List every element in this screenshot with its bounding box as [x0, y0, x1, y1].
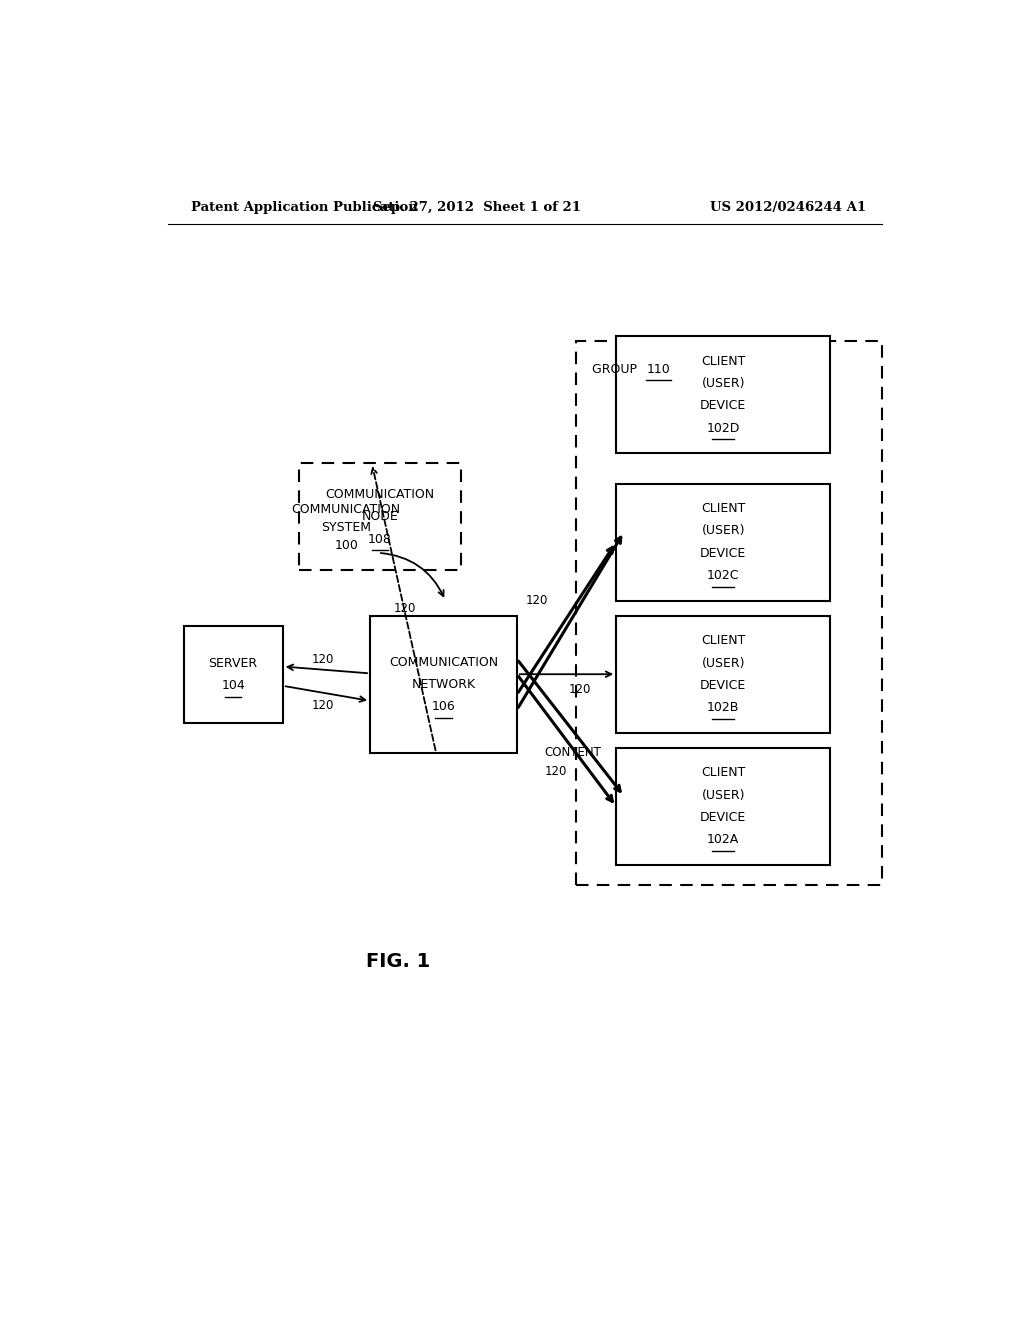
Text: NETWORK: NETWORK	[412, 678, 475, 690]
Text: 108: 108	[368, 532, 392, 545]
Text: 102A: 102A	[708, 833, 739, 846]
Bar	[616, 615, 830, 733]
Text: COMMUNICATION: COMMUNICATION	[389, 656, 498, 668]
Text: DEVICE: DEVICE	[700, 546, 746, 560]
Text: 120: 120	[545, 764, 567, 777]
Bar	[616, 748, 830, 865]
Text: 102B: 102B	[707, 701, 739, 714]
Text: 110: 110	[646, 363, 670, 376]
Text: COMMUNICATION: COMMUNICATION	[292, 503, 400, 516]
Text: (USER): (USER)	[701, 788, 744, 801]
Text: 120: 120	[311, 698, 334, 711]
Text: CLIENT: CLIENT	[701, 767, 745, 779]
Text: Sep. 27, 2012  Sheet 1 of 21: Sep. 27, 2012 Sheet 1 of 21	[373, 201, 582, 214]
Text: 120: 120	[311, 653, 334, 667]
Text: FIG. 1: FIG. 1	[366, 952, 430, 970]
Text: 106: 106	[431, 700, 456, 713]
Text: NODE: NODE	[361, 511, 398, 523]
Text: DEVICE: DEVICE	[700, 400, 746, 412]
Text: 100: 100	[334, 539, 358, 552]
Text: 104: 104	[221, 678, 245, 692]
Text: COMMUNICATION: COMMUNICATION	[326, 488, 434, 500]
Text: CLIENT: CLIENT	[701, 502, 745, 515]
Text: CLIENT: CLIENT	[701, 355, 745, 368]
Text: DEVICE: DEVICE	[700, 810, 746, 824]
Bar	[299, 463, 461, 570]
Bar	[616, 483, 830, 601]
Text: DEVICE: DEVICE	[700, 678, 746, 692]
Text: 120: 120	[569, 682, 592, 696]
Text: SERVER: SERVER	[209, 656, 258, 669]
Text: 102D: 102D	[707, 422, 740, 434]
Bar	[183, 626, 283, 722]
Text: GROUP: GROUP	[592, 363, 641, 376]
Text: CONTENT: CONTENT	[545, 747, 601, 759]
Text: SYSTEM: SYSTEM	[322, 521, 372, 533]
Text: CLIENT: CLIENT	[701, 634, 745, 647]
Text: 102C: 102C	[707, 569, 739, 582]
Text: (USER): (USER)	[701, 524, 744, 537]
Text: (USER): (USER)	[701, 656, 744, 669]
Text: 120: 120	[525, 594, 548, 607]
Text: US 2012/0246244 A1: US 2012/0246244 A1	[710, 201, 866, 214]
Bar	[616, 337, 830, 453]
Text: 120: 120	[394, 602, 417, 615]
Bar	[370, 615, 517, 752]
Text: Patent Application Publication: Patent Application Publication	[191, 201, 418, 214]
Bar	[577, 342, 882, 886]
Text: (USER): (USER)	[701, 378, 744, 389]
